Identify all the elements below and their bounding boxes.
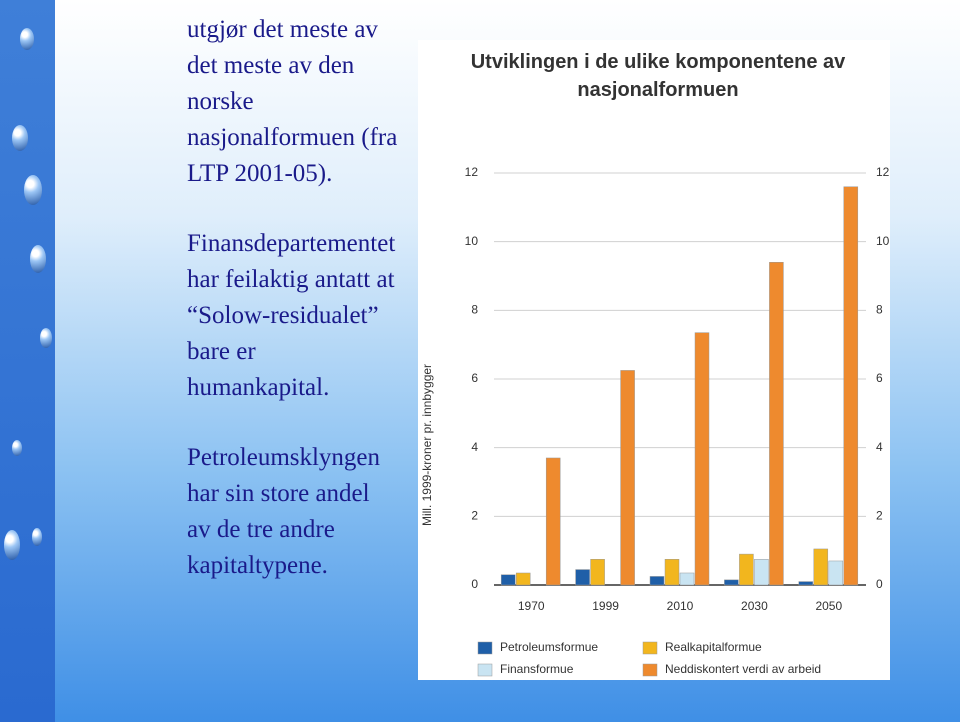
drop bbox=[4, 530, 20, 560]
y-tick-label: 0 bbox=[471, 577, 478, 591]
bar bbox=[664, 559, 680, 586]
slide-text: utgjør det meste av det meste av den nor… bbox=[187, 12, 399, 618]
y2-tick-label: 10 bbox=[876, 234, 890, 248]
bar bbox=[590, 559, 605, 586]
x-tick-label: 2010 bbox=[667, 599, 694, 613]
drop bbox=[12, 440, 22, 456]
chart: Mill. 1999-kroner pr. innbygger 0 0 2 2 4 4 6 6… bbox=[420, 165, 890, 677]
bar bbox=[798, 581, 814, 586]
bar bbox=[545, 457, 561, 586]
legend-swatch bbox=[477, 641, 493, 655]
y-axis-label: Mill. 1999-kroner pr. innbygger bbox=[420, 364, 434, 526]
x-tick-label: 2030 bbox=[741, 599, 768, 613]
bar bbox=[515, 572, 531, 586]
drop bbox=[30, 245, 46, 273]
y2-tick-label: 6 bbox=[876, 371, 883, 385]
bar bbox=[679, 572, 695, 586]
legend-label: Petroleumsformue bbox=[500, 640, 598, 654]
drop bbox=[24, 175, 42, 205]
bar bbox=[828, 560, 844, 586]
bar bbox=[769, 262, 784, 586]
chart-title: Utviklingen i de ulike komponentene av n… bbox=[470, 51, 846, 101]
drop bbox=[40, 328, 52, 348]
y-tick-label: 10 bbox=[465, 234, 479, 248]
legend-label: Realkapitalformue bbox=[665, 640, 762, 654]
drop bbox=[32, 528, 42, 546]
legend-label: Neddiskontert verdi av arbeid bbox=[665, 662, 821, 676]
y-tick-label: 6 bbox=[471, 371, 478, 385]
legend-swatch bbox=[477, 663, 493, 677]
bar bbox=[694, 332, 710, 586]
legend-swatch bbox=[642, 663, 658, 677]
x-tick-label: 2050 bbox=[815, 599, 842, 613]
bar bbox=[649, 576, 665, 586]
paragraph: Finansdepartementet har feilaktig antatt… bbox=[187, 230, 396, 401]
y2-tick-label: 4 bbox=[876, 440, 883, 454]
x-tick-label: 1999 bbox=[592, 599, 619, 613]
drop bbox=[20, 28, 34, 50]
bar bbox=[724, 579, 739, 586]
bar bbox=[754, 559, 769, 586]
legend-label: Finansformue bbox=[500, 662, 574, 676]
y2-tick-label: 2 bbox=[876, 509, 883, 523]
side-strip bbox=[0, 0, 55, 722]
paragraph: utgjør det meste av det meste av den nor… bbox=[187, 16, 398, 187]
bar bbox=[739, 553, 754, 586]
legend-swatch bbox=[642, 641, 658, 655]
y-tick-label: 4 bbox=[471, 440, 478, 454]
bar bbox=[843, 186, 859, 586]
y2-tick-label: 12 bbox=[876, 165, 890, 179]
y-tick-label: 12 bbox=[465, 165, 479, 179]
y2-tick-label: 8 bbox=[876, 303, 883, 317]
x-tick-label: 1970 bbox=[518, 599, 545, 613]
bar bbox=[813, 548, 829, 586]
y2-tick-label: 0 bbox=[876, 577, 883, 591]
chart-image: Utviklingen i de ulike komponentene av n… bbox=[418, 40, 890, 680]
bar bbox=[620, 370, 635, 586]
bar bbox=[500, 574, 516, 586]
y-tick-label: 2 bbox=[471, 509, 478, 523]
paragraph: Petroleumsklyngen har sin store andel av… bbox=[187, 444, 381, 579]
bar bbox=[575, 569, 590, 586]
drop bbox=[12, 125, 28, 151]
y-tick-label: 8 bbox=[471, 303, 478, 317]
